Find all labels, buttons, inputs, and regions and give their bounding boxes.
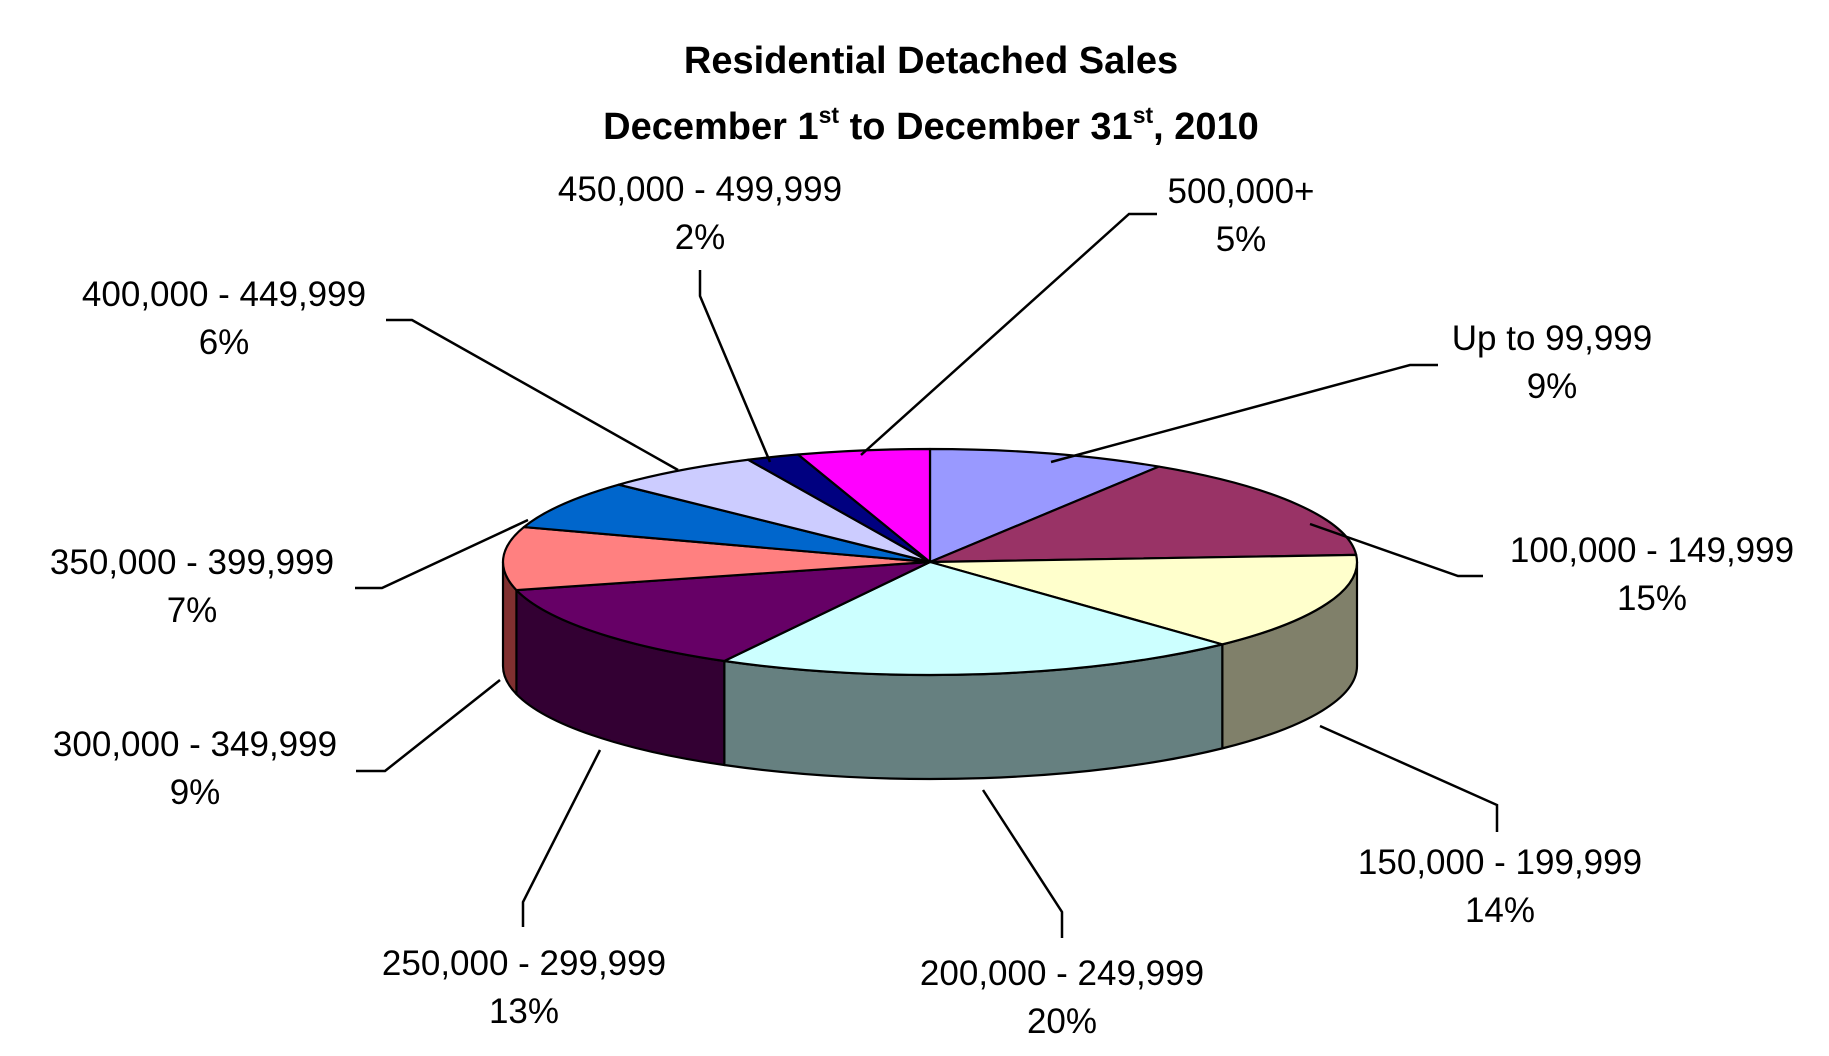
label-slice-9-percent: 2% xyxy=(675,218,726,257)
leader-line-slice-7 xyxy=(355,518,529,590)
subtitle-day-start: 1 xyxy=(798,106,819,148)
subtitle-year: , 2010 xyxy=(1153,106,1259,148)
label-slice-2-percent: 15% xyxy=(1617,579,1687,618)
chart-subtitle: December 1st to December 31st, 2010 xyxy=(603,102,1259,148)
label-slice-4-percent: 20% xyxy=(1027,1002,1097,1041)
label-slice-6-range: 300,000 - 349,999 xyxy=(53,725,337,764)
label-slice-8-range: 400,000 - 449,999 xyxy=(82,275,366,314)
label-slice-4: 200,000 - 249,999 20% xyxy=(920,954,1204,1041)
pie-slice-4 xyxy=(723,560,1224,677)
pie-slice-6 xyxy=(501,525,932,592)
label-slice-9: 450,000 - 499,999 2% xyxy=(558,170,842,257)
subtitle-connector: to xyxy=(850,106,886,148)
label-slice-3-percent: 14% xyxy=(1465,891,1535,930)
leader-line-slice-9 xyxy=(698,270,772,463)
pie-slice-5 xyxy=(515,560,932,663)
pie-slice-10 xyxy=(796,447,932,564)
label-slice-2-range: 100,000 - 149,999 xyxy=(1510,531,1794,570)
pie-side-walls xyxy=(501,560,1359,781)
label-slice-5: 250,000 - 299,999 13% xyxy=(382,944,666,1031)
label-slice-1-range: Up to 99,999 xyxy=(1452,319,1652,358)
pie-top-faces xyxy=(501,447,1359,677)
leader-line-slice-8 xyxy=(386,318,679,472)
pie-slice-3 xyxy=(928,553,1359,646)
leader-line-slice-2 xyxy=(1309,522,1483,578)
label-slice-7-percent: 7% xyxy=(167,591,218,630)
label-slice-4-range: 200,000 - 249,999 xyxy=(920,954,1204,993)
label-slice-1-percent: 9% xyxy=(1527,367,1578,406)
pie-slice-8 xyxy=(617,458,932,564)
pie-slice-2 xyxy=(928,465,1358,564)
leader-lines xyxy=(355,212,1499,938)
subtitle-month-end: December xyxy=(896,106,1080,148)
leader-line-slice-3 xyxy=(1319,724,1499,832)
label-slice-8-percent: 6% xyxy=(199,323,250,362)
subtitle-suffix-start: st xyxy=(819,102,840,128)
leader-line-slice-6 xyxy=(356,679,501,773)
subtitle-suffix-end: st xyxy=(1133,102,1154,128)
label-slice-7: 350,000 - 399,999 7% xyxy=(50,543,334,630)
leader-line-slice-4 xyxy=(981,789,1064,938)
leader-line-slice-5 xyxy=(521,749,602,927)
label-slice-7-range: 350,000 - 399,999 xyxy=(50,543,334,582)
label-slice-10-percent: 5% xyxy=(1216,220,1267,259)
label-slice-3: 150,000 - 199,999 14% xyxy=(1358,843,1642,930)
label-slice-10: 500,000+ 5% xyxy=(1168,172,1315,259)
label-slice-3-range: 150,000 - 199,999 xyxy=(1358,843,1642,882)
label-slice-2: 100,000 - 149,999 15% xyxy=(1510,531,1794,618)
label-slice-9-range: 450,000 - 499,999 xyxy=(558,170,842,209)
subtitle-day-end: 31 xyxy=(1090,106,1132,148)
label-slice-6-percent: 9% xyxy=(170,773,221,812)
chart-title: Residential Detached Sales xyxy=(684,40,1178,82)
label-slice-5-range: 250,000 - 299,999 xyxy=(382,944,666,983)
subtitle-month-start: December xyxy=(603,106,787,148)
leader-line-slice-1 xyxy=(1050,363,1438,464)
leader-line-slice-10 xyxy=(860,212,1157,456)
pie-slice-1 xyxy=(928,447,1160,564)
pie-slice-7 xyxy=(522,483,932,564)
label-slice-6: 300,000 - 349,999 9% xyxy=(53,725,337,812)
label-slice-1: Up to 99,999 9% xyxy=(1452,319,1652,406)
label-slice-10-range: 500,000+ xyxy=(1168,172,1315,211)
label-slice-5-percent: 13% xyxy=(489,992,559,1031)
label-slice-8: 400,000 - 449,999 6% xyxy=(82,275,366,362)
